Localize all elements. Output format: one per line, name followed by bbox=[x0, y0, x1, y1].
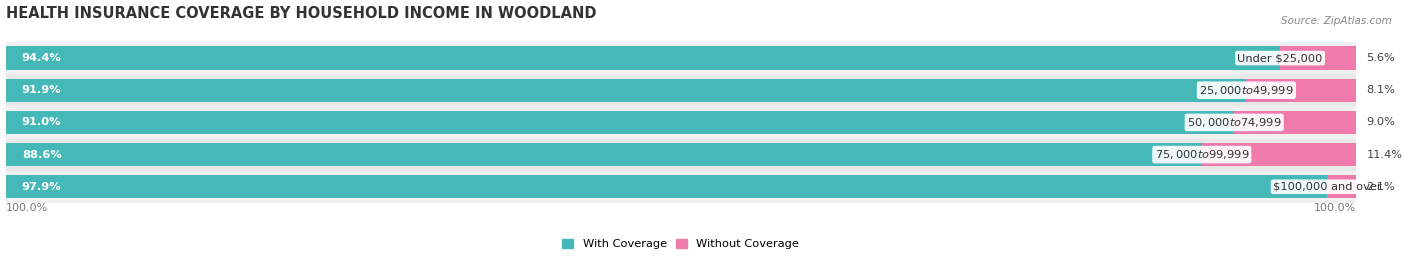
Text: Under $25,000: Under $25,000 bbox=[1237, 53, 1323, 63]
Text: $75,000 to $99,999: $75,000 to $99,999 bbox=[1154, 148, 1249, 161]
Bar bbox=[1234, 111, 1355, 134]
Text: 5.6%: 5.6% bbox=[1367, 53, 1395, 63]
Bar bbox=[6, 111, 1234, 134]
Text: 9.0%: 9.0% bbox=[1367, 117, 1395, 128]
Bar bbox=[6, 171, 1355, 203]
Bar bbox=[1279, 47, 1355, 70]
Text: HEALTH INSURANCE COVERAGE BY HOUSEHOLD INCOME IN WOODLAND: HEALTH INSURANCE COVERAGE BY HOUSEHOLD I… bbox=[6, 6, 596, 20]
Text: 100.0%: 100.0% bbox=[1313, 203, 1355, 213]
Text: 94.4%: 94.4% bbox=[21, 53, 62, 63]
Bar bbox=[6, 139, 1355, 171]
Bar bbox=[6, 175, 1327, 198]
Text: $50,000 to $74,999: $50,000 to $74,999 bbox=[1187, 116, 1281, 129]
Text: 91.0%: 91.0% bbox=[21, 117, 62, 128]
Text: 97.9%: 97.9% bbox=[21, 182, 62, 192]
Text: 91.9%: 91.9% bbox=[21, 85, 62, 95]
Bar bbox=[6, 143, 1202, 166]
Bar bbox=[6, 47, 1279, 70]
Legend: With Coverage, Without Coverage: With Coverage, Without Coverage bbox=[558, 234, 804, 254]
Text: 8.1%: 8.1% bbox=[1367, 85, 1395, 95]
Bar bbox=[1327, 175, 1355, 198]
Bar bbox=[6, 42, 1355, 74]
Bar bbox=[6, 106, 1355, 139]
Bar bbox=[6, 79, 1246, 102]
Bar bbox=[1246, 79, 1355, 102]
Bar bbox=[6, 74, 1355, 106]
Text: 2.1%: 2.1% bbox=[1367, 182, 1395, 192]
Text: Source: ZipAtlas.com: Source: ZipAtlas.com bbox=[1281, 16, 1392, 26]
Bar bbox=[1202, 143, 1355, 166]
Text: 11.4%: 11.4% bbox=[1367, 150, 1403, 160]
Text: $100,000 and over: $100,000 and over bbox=[1272, 182, 1382, 192]
Text: 100.0%: 100.0% bbox=[6, 203, 48, 213]
Text: $25,000 to $49,999: $25,000 to $49,999 bbox=[1199, 84, 1294, 97]
Text: 88.6%: 88.6% bbox=[21, 150, 62, 160]
